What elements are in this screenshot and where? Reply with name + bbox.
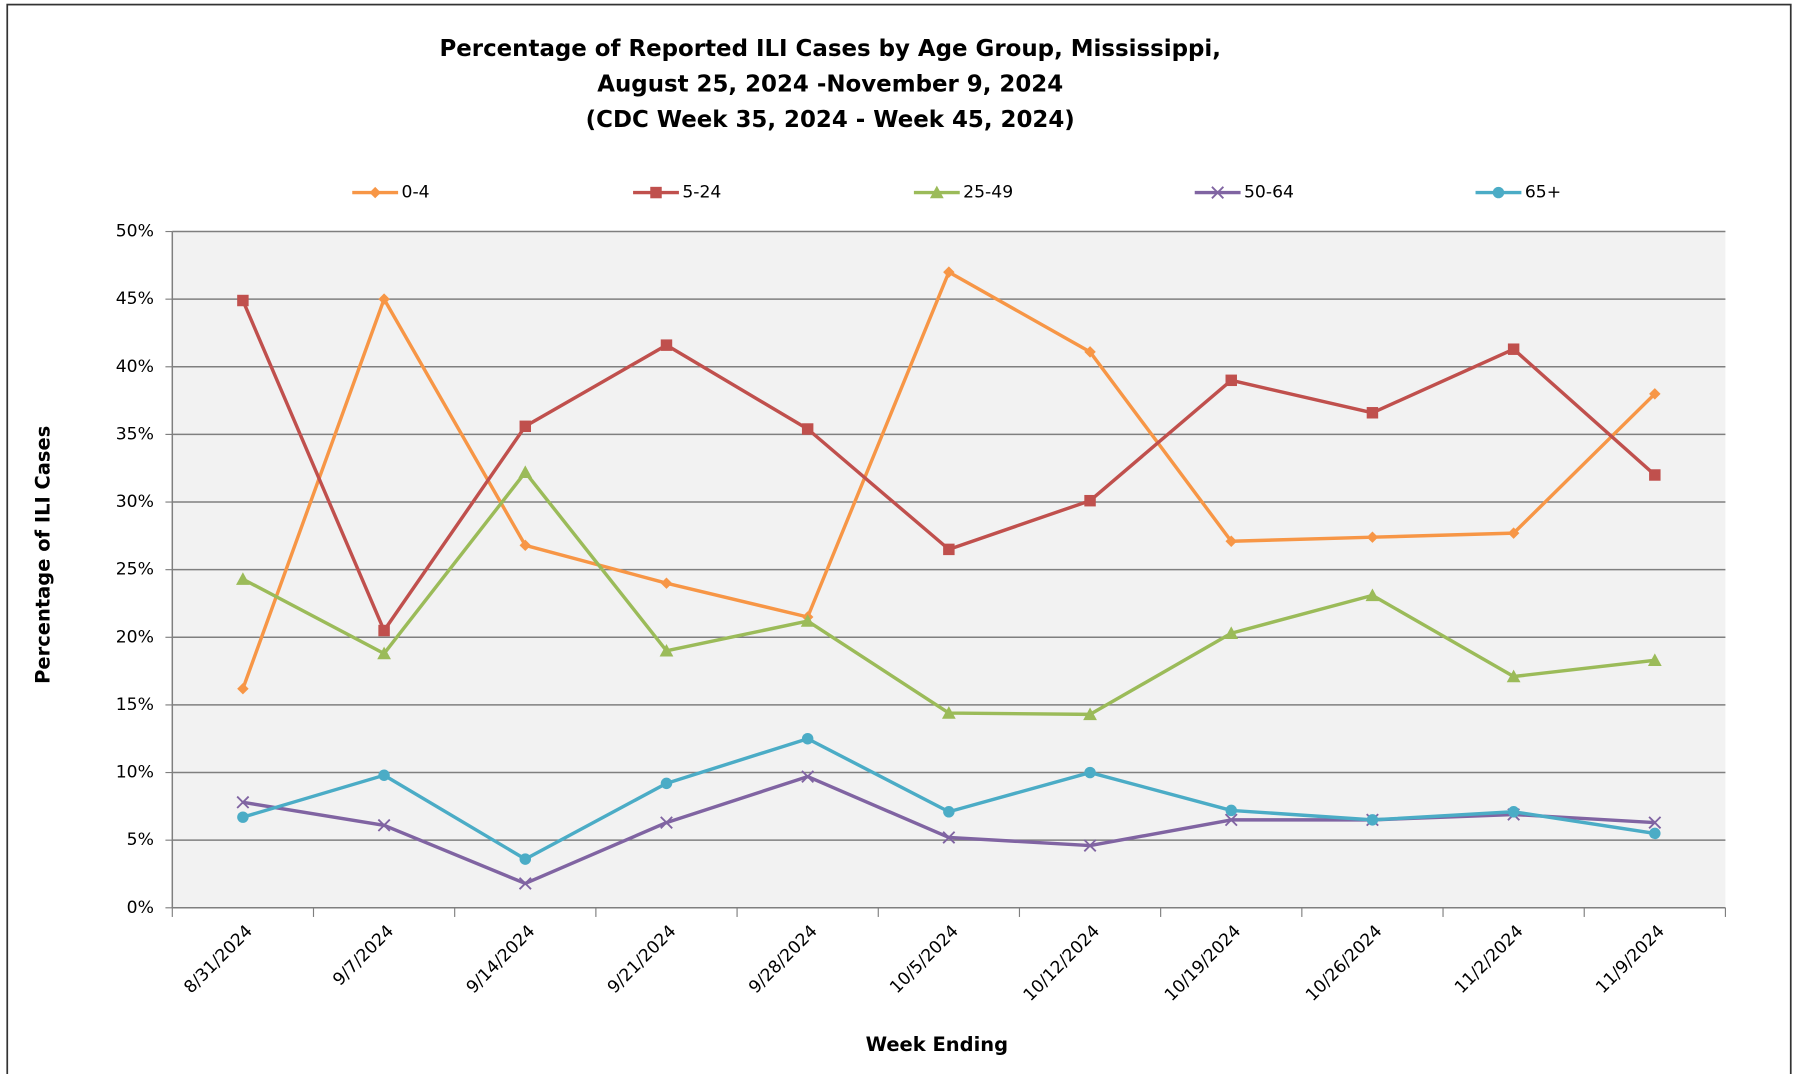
marker	[1365, 588, 1380, 602]
marker	[1084, 766, 1096, 779]
x-axis-title: Week Ending	[866, 1033, 1008, 1056]
legend-marker	[1211, 186, 1225, 199]
marker	[519, 539, 532, 552]
marker	[1083, 707, 1097, 721]
marker	[660, 816, 673, 829]
marker	[518, 877, 532, 890]
y-tick-label: 45%	[116, 289, 154, 309]
marker	[943, 266, 955, 278]
marker	[236, 572, 250, 585]
marker	[1506, 669, 1521, 683]
legend-marker	[650, 186, 662, 199]
marker	[800, 614, 815, 627]
marker	[942, 831, 956, 844]
chart-title: Percentage of Reported ILI Cases by Age …	[439, 36, 1221, 62]
y-tick-label: 50%	[116, 222, 154, 242]
marker	[378, 769, 390, 781]
marker	[1648, 816, 1662, 829]
marker	[1225, 374, 1237, 387]
marker	[943, 806, 955, 818]
y-axis-title: Percentage of ILI Cases	[31, 426, 54, 684]
marker	[1507, 806, 1520, 818]
marker	[1225, 804, 1237, 817]
marker	[943, 543, 955, 556]
legend-label: 0-4	[402, 183, 430, 203]
marker	[518, 465, 533, 479]
marker	[1083, 839, 1097, 852]
marker	[378, 293, 390, 305]
y-tick-label: 0%	[127, 898, 154, 918]
marker	[1366, 531, 1379, 543]
y-tick-label: 25%	[116, 560, 154, 580]
marker	[519, 420, 532, 433]
marker	[801, 733, 814, 745]
marker	[801, 423, 814, 435]
marker	[237, 682, 249, 695]
marker	[941, 706, 956, 719]
marker	[237, 294, 249, 307]
chart-title: August 25, 2024 -November 9, 2024	[597, 71, 1063, 97]
legend-label: 65+	[1525, 183, 1561, 203]
marker	[660, 339, 673, 351]
marker	[801, 770, 815, 783]
marker	[1084, 494, 1096, 507]
y-tick-label: 20%	[116, 627, 154, 647]
y-tick-label: 10%	[116, 763, 154, 783]
legend-marker	[1492, 186, 1505, 199]
marker	[1647, 653, 1662, 667]
marker	[1507, 343, 1520, 355]
y-tick-label: 30%	[116, 492, 154, 512]
legend-label: 50-64	[1244, 183, 1294, 203]
marker	[377, 818, 391, 832]
marker	[660, 577, 673, 589]
marker	[378, 624, 390, 637]
marker	[1224, 626, 1239, 639]
marker	[237, 811, 249, 823]
marker	[519, 853, 532, 865]
y-tick-label: 15%	[116, 695, 154, 715]
marker	[1366, 814, 1379, 826]
legend-label: 25-49	[963, 183, 1013, 203]
chart-title: (CDC Week 35, 2024 - Week 45, 2024)	[586, 107, 1075, 133]
marker	[1224, 813, 1238, 827]
y-tick-label: 40%	[116, 357, 154, 377]
marker	[236, 795, 250, 809]
marker	[1366, 407, 1379, 419]
marker	[1649, 827, 1661, 840]
legend-label: 5-24	[682, 183, 721, 203]
marker	[660, 777, 673, 790]
y-tick-label: 35%	[116, 424, 154, 444]
legend-marker	[369, 186, 381, 199]
marker	[1649, 469, 1661, 481]
marker	[659, 643, 674, 657]
legend-marker	[929, 185, 944, 199]
marker	[377, 646, 391, 660]
y-tick-label: 5%	[127, 830, 154, 850]
